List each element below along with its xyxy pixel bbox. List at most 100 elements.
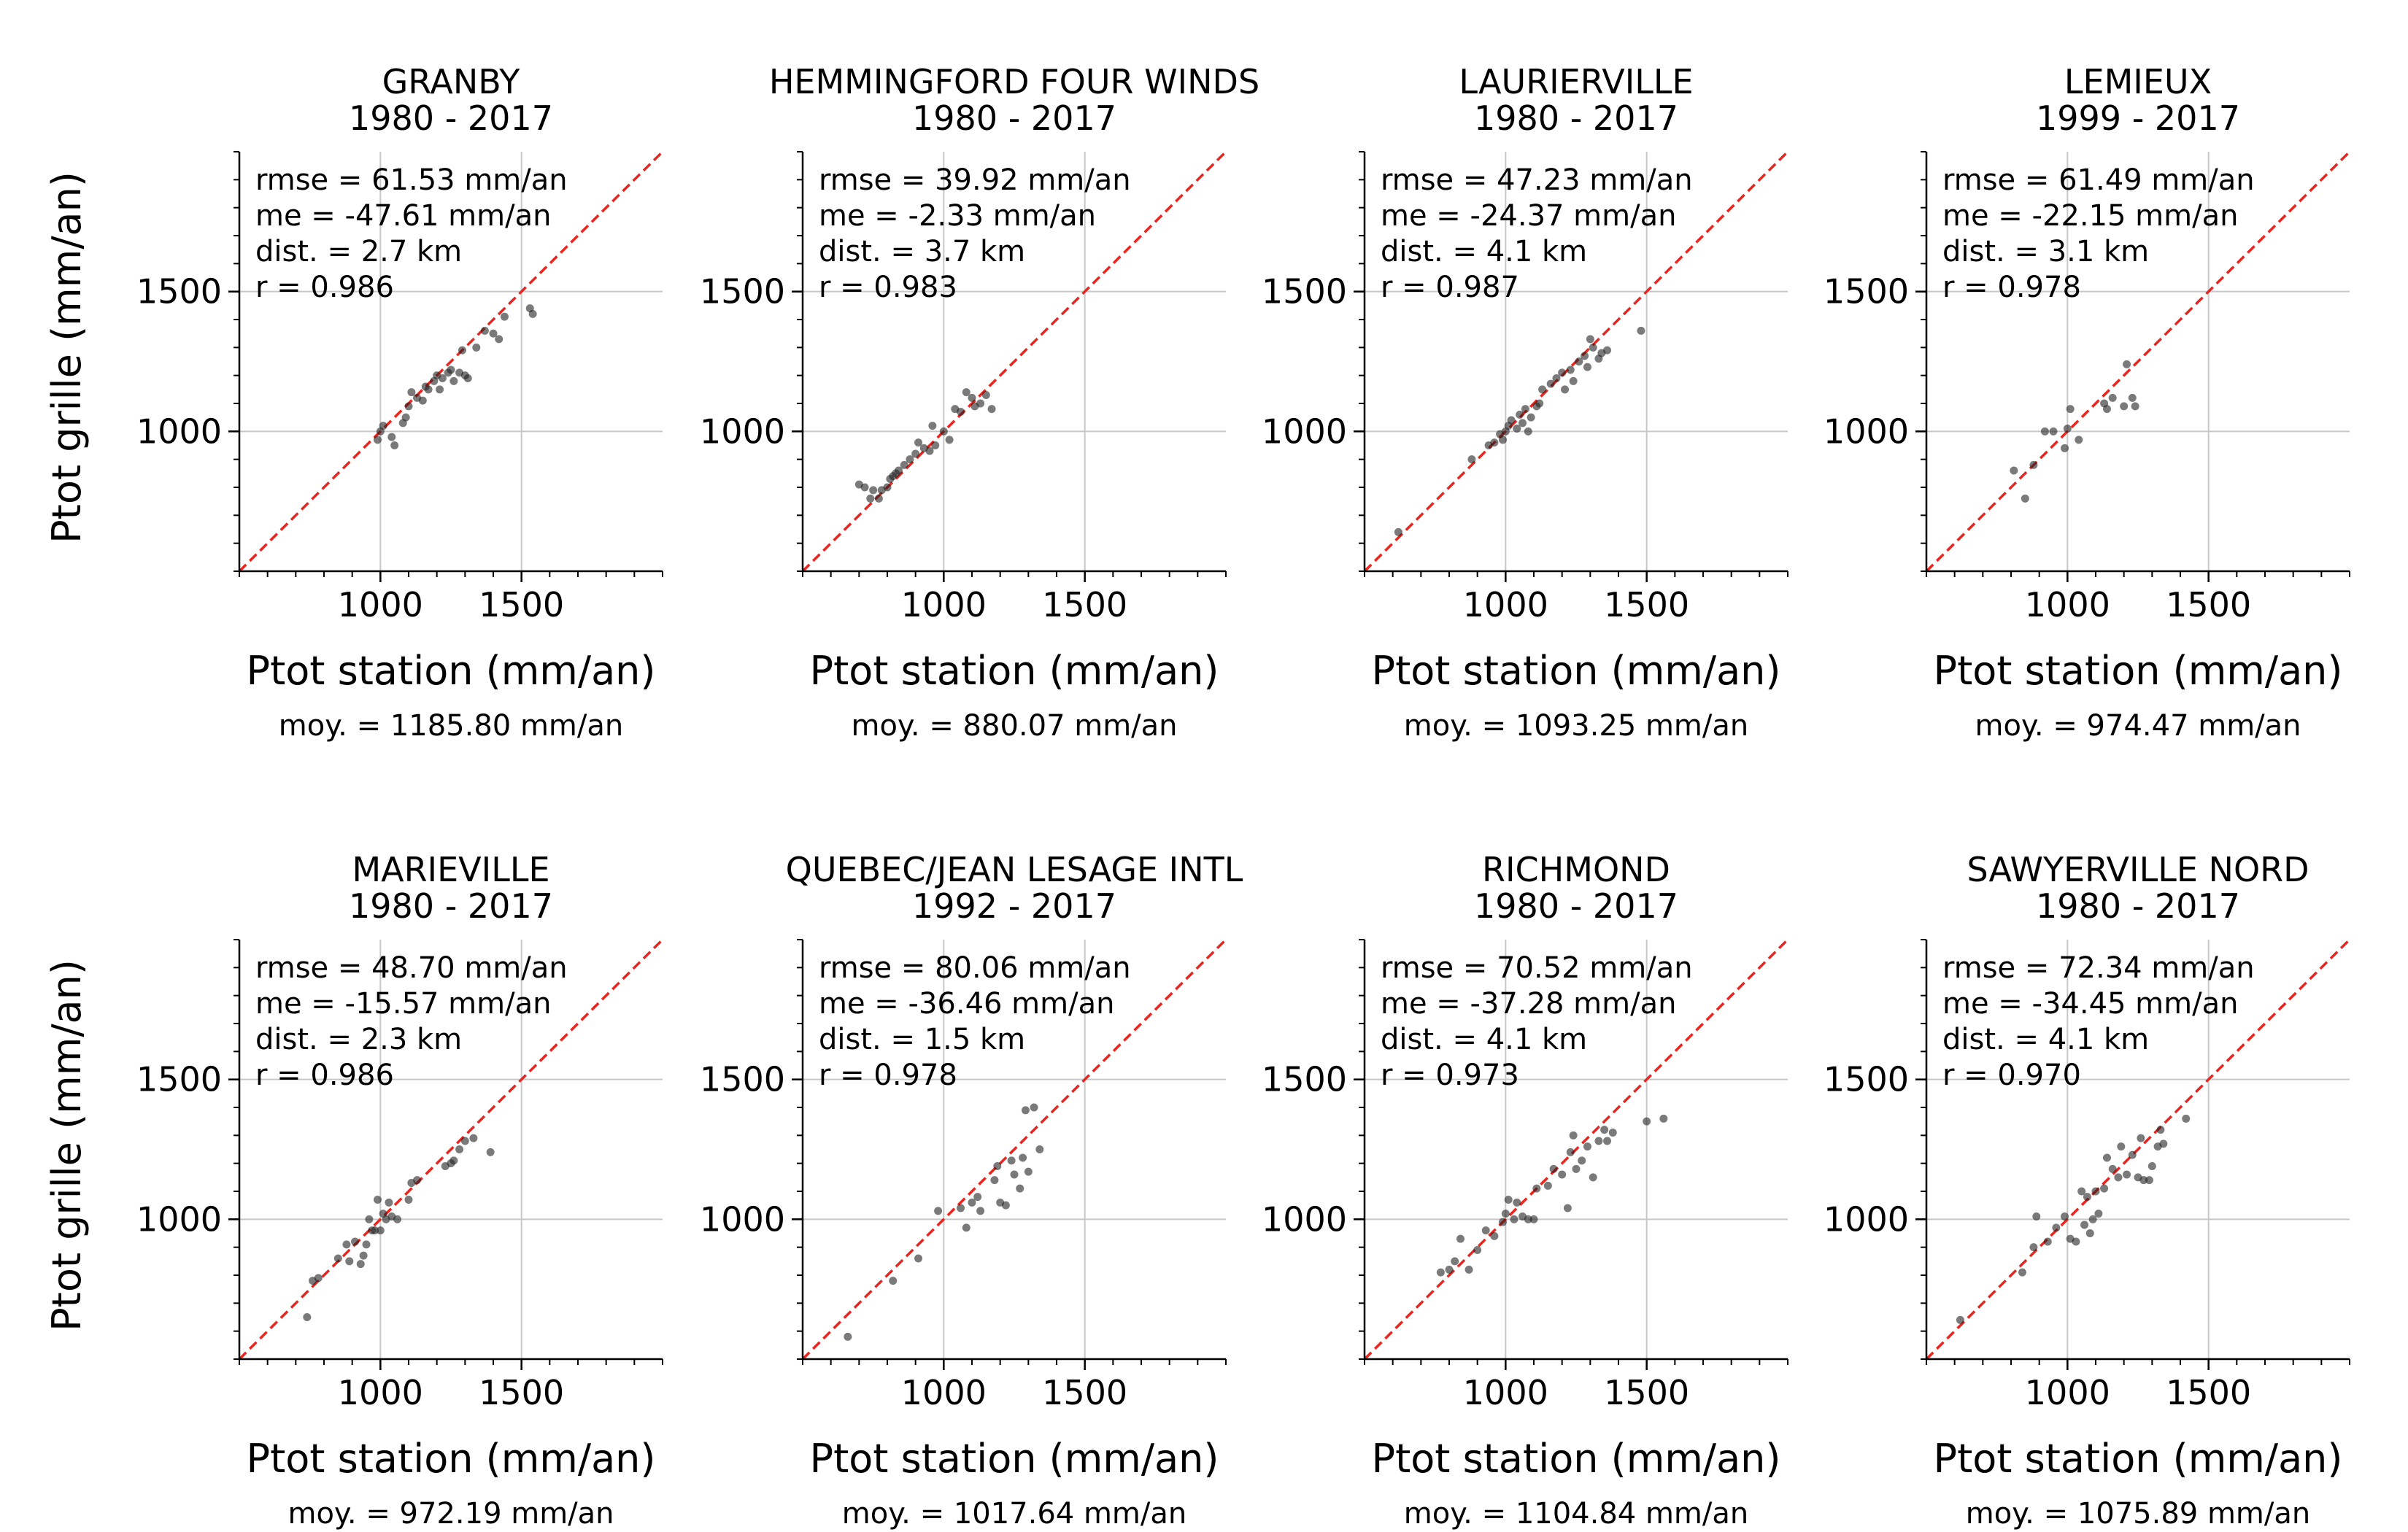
data-point (1603, 346, 1612, 355)
data-point (1516, 410, 1524, 419)
data-point (1549, 1164, 1558, 1173)
data-point (345, 1257, 354, 1266)
stat-line-1: rmse = 61.49 mm/an (1942, 163, 2255, 197)
data-point (2080, 1220, 2089, 1229)
one-to-one-line (238, 150, 664, 573)
data-point (1543, 1181, 1552, 1190)
data-point (2060, 1212, 2069, 1220)
data-point (449, 376, 458, 385)
data-point (1010, 1170, 1019, 1179)
data-point (1538, 385, 1547, 394)
panel-period: 1999 - 2017 (2036, 98, 2240, 138)
data-point (1589, 1173, 1597, 1182)
data-point (2010, 466, 2018, 475)
data-point (2040, 427, 2049, 436)
x-tick-label: 1500 (479, 1373, 564, 1412)
mean-label: moy. = 880.07 mm/an (851, 709, 1177, 743)
data-point (1030, 1103, 1038, 1112)
y-tick-label: 1000 (700, 411, 785, 451)
data-point (1583, 1142, 1591, 1151)
data-point (2029, 460, 2038, 469)
data-point (934, 1207, 943, 1215)
y-tick-label: 1500 (1824, 1060, 1909, 1099)
data-point (362, 1240, 371, 1249)
data-point (2100, 1184, 2109, 1193)
data-point (1608, 1129, 1617, 1137)
data-point (489, 329, 498, 338)
data-point (2102, 405, 2111, 414)
x-tick-label: 1000 (1463, 1373, 1548, 1412)
mean-label: moy. = 1185.80 mm/an (279, 709, 623, 743)
y-tick-label: 1500 (700, 272, 785, 312)
data-point (1566, 365, 1575, 374)
x-tick-label: 1500 (1604, 1373, 1689, 1412)
mean-label: moy. = 1104.84 mm/an (1404, 1497, 1748, 1531)
panel-title: QUEBEC/JEAN LESAGE INTL (786, 850, 1243, 889)
stat-line-1: rmse = 47.23 mm/an (1381, 163, 1693, 197)
data-point (373, 436, 382, 444)
data-point (1007, 1156, 1016, 1165)
data-point (957, 1204, 965, 1212)
data-point (987, 405, 996, 414)
figure-ylabel-bottom: Ptot grille (mm/an) (44, 959, 90, 1331)
data-point (1561, 385, 1570, 394)
data-point (2123, 360, 2131, 368)
data-point (2075, 436, 2083, 444)
data-point (860, 483, 869, 492)
data-point (2156, 1126, 2165, 1134)
data-point (460, 1137, 469, 1145)
stat-line-3: dist. = 2.7 km (255, 235, 462, 268)
data-point (1021, 1106, 1030, 1115)
data-point (356, 1260, 365, 1269)
data-point (1473, 1246, 1482, 1254)
y-tick-label: 1000 (1824, 1199, 1909, 1239)
data-point (2131, 402, 2139, 411)
stat-line-4: r = 0.983 (819, 271, 957, 304)
data-point (2182, 1114, 2191, 1123)
stat-line-1: rmse = 39.92 mm/an (819, 163, 1131, 197)
data-point (906, 455, 914, 464)
data-point (495, 335, 503, 344)
stat-line-3: dist. = 3.1 km (1942, 235, 2149, 268)
data-point (962, 1223, 970, 1232)
data-point (2032, 1212, 2041, 1220)
data-point (993, 1162, 1002, 1170)
data-point (1581, 352, 1589, 360)
stat-line-3: dist. = 3.7 km (819, 235, 1025, 268)
data-point (900, 460, 908, 469)
data-point (342, 1240, 351, 1249)
data-point (365, 1215, 374, 1223)
x-tick-label: 1000 (1463, 585, 1548, 624)
stat-line-1: rmse = 61.53 mm/an (255, 163, 568, 197)
x-tick-label: 1000 (901, 1373, 987, 1412)
data-point (333, 1254, 342, 1263)
data-point (449, 1156, 458, 1165)
x-tick-label: 1000 (338, 585, 423, 624)
data-point (463, 374, 472, 382)
panel-title: HEMMINGFORD FOUR WINDS (769, 62, 1259, 101)
x-axis-label: Ptot station (mm/an) (1934, 648, 2343, 694)
x-axis-label: Ptot station (mm/an) (810, 1436, 1219, 1482)
data-point (2088, 1215, 2097, 1223)
data-point (911, 449, 920, 458)
data-point (2139, 1176, 2148, 1185)
data-point (2147, 1162, 2156, 1170)
data-point (2083, 1193, 2091, 1202)
data-point (1583, 363, 1591, 371)
x-axis-label: Ptot station (mm/an) (247, 1436, 656, 1482)
data-point (1001, 1201, 1010, 1210)
x-tick-label: 1000 (338, 1373, 423, 1412)
data-point (869, 486, 878, 495)
data-point (376, 1226, 385, 1235)
data-point (939, 427, 948, 436)
stat-line-2: me = -24.37 mm/an (1381, 199, 1676, 233)
data-point (2137, 1134, 2145, 1142)
y-tick-label: 1000 (136, 1199, 222, 1239)
data-point (436, 385, 444, 394)
data-point (1603, 1137, 1612, 1145)
data-point (418, 396, 427, 405)
